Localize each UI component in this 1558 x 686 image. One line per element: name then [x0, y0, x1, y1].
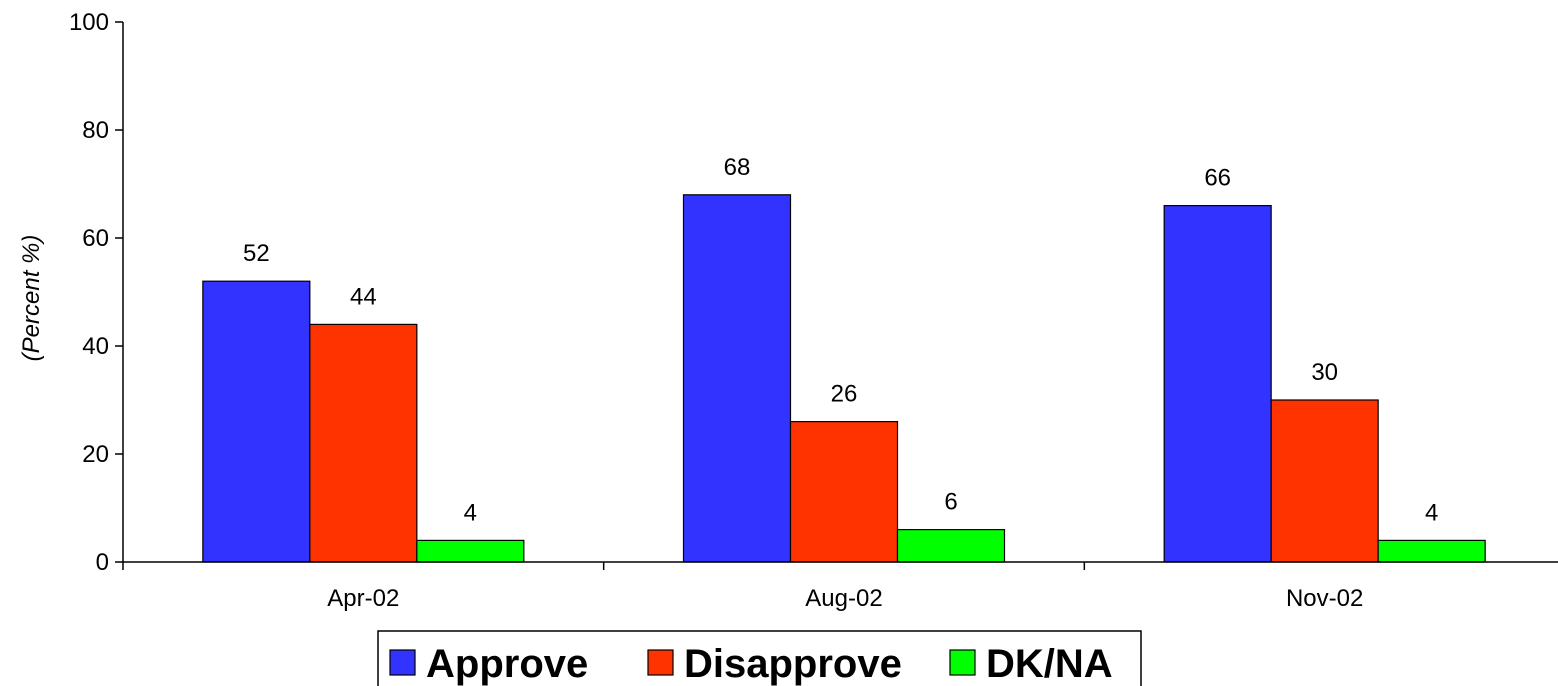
bar [309, 323, 418, 563]
bar [1377, 539, 1486, 563]
data-label: 26 [831, 381, 858, 408]
y-ticks-layer: 0 20 40 60 80 100 [69, 9, 123, 576]
y-tick-label: 20 [82, 441, 109, 468]
x-tick-label: Nov-02 [1286, 585, 1363, 612]
legend-swatch [389, 649, 416, 676]
legend-items: Approve Disapprove DK/NA [389, 642, 1113, 686]
bar [202, 280, 311, 563]
axes-layer [122, 22, 1558, 563]
bars-layer [202, 194, 1486, 563]
y-tick-label: 80 [82, 117, 109, 144]
data-label: 6 [944, 489, 957, 516]
legend-frame [377, 630, 1142, 686]
data-label: 66 [1204, 165, 1231, 192]
bar [682, 194, 792, 563]
y-tick-label: 60 [82, 225, 109, 252]
legend-label: Disapprove [684, 642, 902, 686]
y-axis-title: (Percent %) [18, 235, 45, 362]
y-tick-label: 40 [82, 333, 109, 360]
bar [1163, 205, 1272, 563]
x-ticks-layer: Apr-02 Aug-02 Nov-02 [122, 562, 1363, 612]
data-label: 52 [243, 240, 270, 267]
x-tick-label: Aug-02 [805, 585, 882, 612]
x-tick-label: Apr-02 [327, 585, 399, 612]
legend: Approve Disapprove DK/NA [377, 630, 1142, 686]
bar [1270, 399, 1379, 563]
data-label: 4 [464, 499, 477, 526]
y-tick-label: 0 [96, 549, 109, 576]
data-label: 68 [724, 154, 751, 181]
bar [789, 421, 899, 563]
data-label: 30 [1311, 359, 1338, 386]
legend-label: DK/NA [986, 642, 1113, 686]
data-label: 44 [350, 283, 377, 310]
data-label: 4 [1425, 499, 1438, 526]
bar [896, 528, 1006, 563]
bar [416, 539, 525, 563]
legend-swatch [949, 649, 976, 676]
legend-swatch [647, 649, 674, 676]
y-tick-label: 100 [69, 9, 109, 36]
legend-label: Approve [426, 642, 588, 686]
